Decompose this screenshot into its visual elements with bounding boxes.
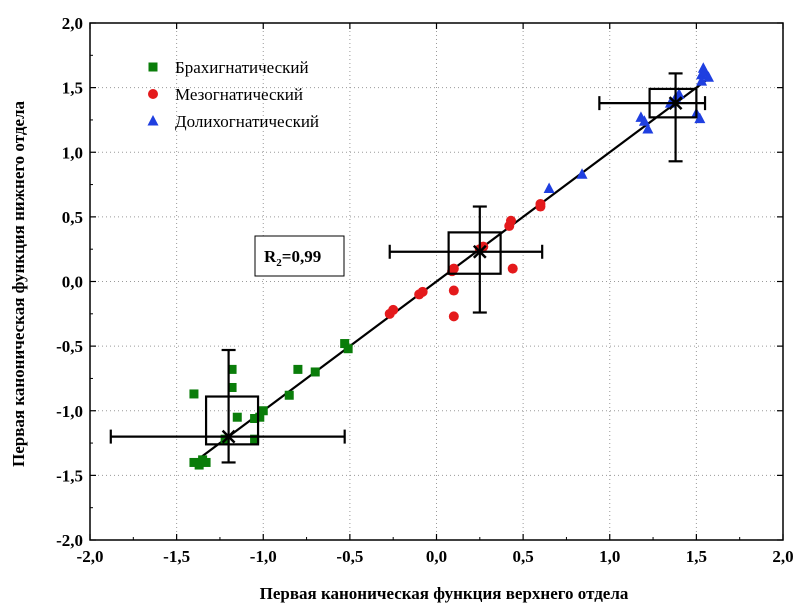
square-data-point <box>293 364 303 374</box>
y-tick-label: -1,0 <box>56 402 83 421</box>
group-center-cross <box>472 244 487 259</box>
group-center-cross <box>221 429 236 444</box>
x-tick-label: 0,5 <box>513 547 534 566</box>
circle-data-point <box>448 311 459 322</box>
square-data-point <box>232 412 242 422</box>
triangle-data-point <box>694 112 706 124</box>
legend-square-marker <box>148 62 158 72</box>
square-data-point <box>284 390 294 400</box>
x-axis-title: Первая каноническая функция верхнего отд… <box>260 584 629 603</box>
r2-annotation-text: R2=0,99 <box>264 247 321 269</box>
square-data-point <box>255 412 265 422</box>
y-tick-label: 0,5 <box>62 208 83 227</box>
circle-data-point <box>417 286 428 297</box>
legend-label: Долихогнатический <box>175 112 319 131</box>
r2-main: R <box>264 247 277 266</box>
y-axis-title: Первая каноническая функция нижнего отде… <box>9 101 28 467</box>
legend-label: Брахигнатический <box>175 58 309 77</box>
legend-triangle-marker <box>147 115 159 126</box>
square-data-point <box>227 364 237 374</box>
triangle-data-point <box>642 122 654 134</box>
r2-annotation: R2=0,99 <box>254 235 345 277</box>
triangle-data-point <box>703 71 715 82</box>
triangle-data-point <box>638 115 650 126</box>
circle-data-point <box>448 263 459 274</box>
legend-circle-marker <box>148 89 158 99</box>
x-tick-label: 2,0 <box>772 547 793 566</box>
tick-labels: -2,0-2,0 -1,5 -1,5 -1,0 -1,0 -0,5 -0,5 0,0 0,0 0,… <box>56 14 794 566</box>
x-tick-label: 0,0 <box>426 547 447 566</box>
square-data-point <box>189 457 199 467</box>
square-data-point <box>258 406 268 416</box>
triangle-data-point <box>576 168 588 179</box>
square-data-point <box>343 344 353 354</box>
y-tick-label: 1,5 <box>62 79 83 98</box>
x-tick-label: -2,0 <box>77 547 104 566</box>
group-box <box>204 395 260 446</box>
x-tick-label: -1,0 <box>250 547 277 566</box>
triangle-data-point <box>696 75 708 86</box>
y-tick-label: -1,5 <box>56 466 83 485</box>
y-tick-label: 2,0 <box>62 14 83 33</box>
x-tick-label: -1,5 <box>163 547 190 566</box>
square-data-point <box>250 434 260 444</box>
square-data-point <box>340 339 350 349</box>
r2-value: =0,99 <box>282 247 321 266</box>
x-tick-label: -0,5 <box>336 547 363 566</box>
y-tick-label: 0,0 <box>62 273 83 292</box>
square-data-point <box>201 457 211 467</box>
group-center-cross <box>668 96 683 111</box>
circle-data-point <box>388 304 399 315</box>
square-data-point <box>189 389 199 399</box>
square-data-point <box>310 367 320 377</box>
y-tick-label: 1,0 <box>62 143 83 162</box>
circle-data-point <box>505 215 516 226</box>
square-data-point <box>227 382 237 392</box>
r2-subscript: 2 <box>276 257 282 269</box>
plot-frame <box>89 22 784 541</box>
y-tick-label: -2,0 <box>56 531 83 550</box>
group-boxes <box>109 72 707 464</box>
y-tick-label: -0,5 <box>56 337 83 356</box>
square-data-point <box>194 460 204 470</box>
circle-data-point <box>448 285 459 296</box>
circle-data-point <box>507 263 518 274</box>
legend-label: Мезогнатический <box>175 85 303 104</box>
x-tick-label: 1,0 <box>599 547 620 566</box>
group-box <box>447 231 502 275</box>
x-tick-label: 1,5 <box>686 547 707 566</box>
triangle-data-point <box>543 182 555 193</box>
legend: Брахигнатический Мезогнатический Долихогна… <box>147 58 319 131</box>
circle-data-point <box>535 201 546 212</box>
square-data-point <box>250 414 260 424</box>
axes <box>89 22 784 541</box>
r2-annotation-box <box>254 235 345 277</box>
